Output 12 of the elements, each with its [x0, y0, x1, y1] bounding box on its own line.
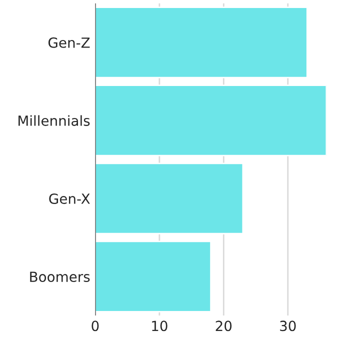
- bar: [95, 84, 326, 156]
- y-tick-label: Gen-X: [49, 193, 90, 204]
- y-tick-label: Boomers: [30, 272, 90, 282]
- bar: [95, 162, 244, 234]
- x-tick-label: 0: [92, 320, 99, 332]
- y-tick-label: Gen-Z: [48, 37, 90, 48]
- y-tick-label: Millennials: [18, 115, 90, 126]
- x-tick-label: 30: [280, 320, 296, 332]
- x-tick-label: 10: [152, 320, 168, 332]
- x-tick-label: 20: [216, 320, 232, 332]
- bar: [95, 240, 212, 312]
- bar: [95, 6, 308, 78]
